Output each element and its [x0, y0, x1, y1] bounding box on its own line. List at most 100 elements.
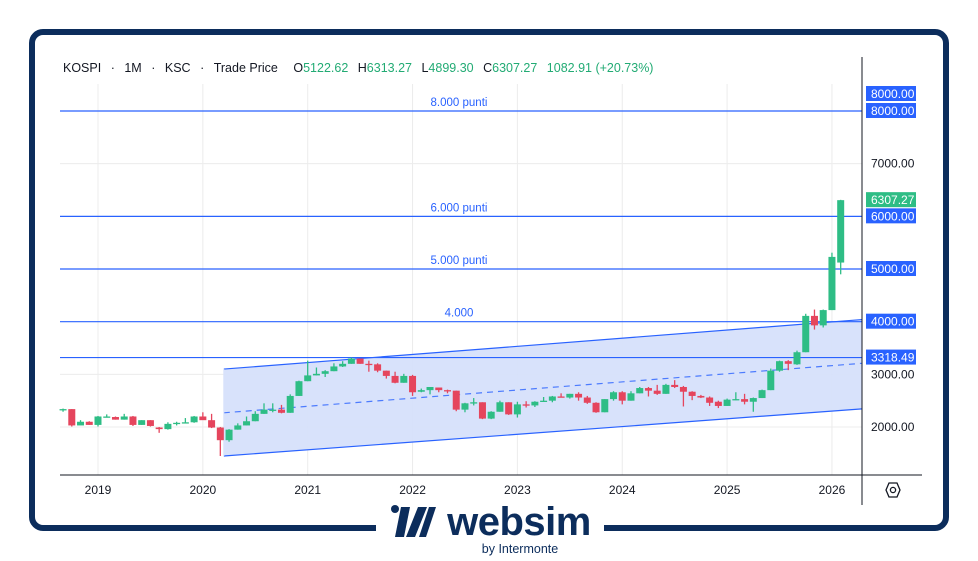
candle[interactable]	[557, 393, 565, 398]
candle[interactable]	[304, 360, 312, 382]
candle[interactable]	[627, 391, 635, 401]
candle[interactable]	[225, 429, 233, 442]
candle[interactable]	[199, 412, 207, 421]
candle[interactable]	[706, 396, 714, 406]
price-line-tag[interactable]: 6000.00	[866, 208, 916, 224]
last-price-tag[interactable]: 6307.27	[866, 192, 916, 208]
candle[interactable]	[129, 415, 137, 426]
candle[interactable]	[417, 388, 425, 393]
candle[interactable]	[77, 420, 85, 426]
candle[interactable]	[382, 370, 390, 379]
candle[interactable]	[347, 357, 355, 364]
candle[interactable]	[505, 402, 513, 415]
candle[interactable]	[155, 427, 163, 433]
price-line-tag[interactable]: 4000.00	[866, 313, 916, 329]
candle[interactable]	[409, 374, 417, 396]
candle[interactable]	[470, 398, 478, 406]
candle[interactable]	[688, 391, 696, 401]
candle[interactable]	[138, 420, 146, 425]
candle[interactable]	[312, 367, 320, 376]
candle[interactable]	[741, 393, 749, 405]
candle[interactable]	[758, 389, 766, 399]
channel-mid-line[interactable]	[223, 362, 863, 414]
candle[interactable]	[286, 394, 294, 413]
candle[interactable]	[566, 393, 574, 399]
candle[interactable]	[601, 399, 609, 413]
candle[interactable]	[723, 398, 731, 406]
candle[interactable]	[164, 422, 172, 430]
candle[interactable]	[208, 413, 216, 429]
candle[interactable]	[243, 416, 251, 426]
candle[interactable]	[496, 400, 504, 412]
candle[interactable]	[531, 401, 539, 408]
candle[interactable]	[426, 386, 434, 395]
candle[interactable]	[111, 416, 119, 420]
candle[interactable]	[522, 401, 530, 408]
candle[interactable]	[181, 418, 189, 424]
candle[interactable]	[452, 390, 460, 412]
candle[interactable]	[269, 403, 277, 413]
candle[interactable]	[295, 380, 303, 396]
candle[interactable]	[277, 404, 285, 414]
candle[interactable]	[356, 358, 364, 364]
price-line-tag[interactable]: 3318.49	[866, 349, 916, 365]
candle[interactable]	[374, 363, 382, 373]
axis-settings-button[interactable]	[884, 481, 902, 499]
candle[interactable]	[653, 384, 661, 395]
candle[interactable]	[478, 402, 486, 420]
candle[interactable]	[749, 397, 757, 412]
candle[interactable]	[190, 415, 198, 423]
candle[interactable]	[828, 252, 836, 311]
candle[interactable]	[59, 408, 67, 412]
candle[interactable]	[784, 360, 792, 371]
candle[interactable]	[837, 199, 845, 275]
channel-lower-line[interactable]	[223, 408, 863, 457]
candle[interactable]	[513, 401, 521, 418]
candle[interactable]	[487, 411, 495, 420]
candle[interactable]	[767, 368, 775, 391]
candle[interactable]	[260, 403, 268, 414]
candle[interactable]	[679, 385, 687, 407]
candle[interactable]	[365, 360, 373, 372]
candle[interactable]	[662, 383, 670, 394]
candle[interactable]	[540, 396, 548, 402]
candle[interactable]	[802, 313, 810, 353]
candle[interactable]	[548, 395, 556, 403]
candle[interactable]	[339, 361, 347, 367]
candle[interactable]	[85, 421, 93, 425]
candle[interactable]	[575, 392, 583, 401]
candle[interactable]	[173, 421, 181, 426]
candle[interactable]	[103, 414, 111, 418]
interval-label[interactable]: 1M	[124, 61, 142, 75]
candle[interactable]	[810, 309, 818, 330]
candle[interactable]	[793, 350, 801, 365]
candle[interactable]	[251, 411, 259, 422]
candle[interactable]	[671, 380, 679, 389]
channel-upper-line[interactable]	[223, 318, 863, 370]
candle[interactable]	[120, 413, 128, 420]
candle[interactable]	[618, 391, 626, 405]
candle[interactable]	[435, 387, 443, 393]
candle[interactable]	[94, 415, 102, 427]
candle[interactable]	[444, 389, 451, 394]
candle[interactable]	[819, 309, 827, 328]
price-line-tag[interactable]: 5000.00	[866, 261, 916, 277]
candle[interactable]	[583, 395, 591, 404]
candle[interactable]	[400, 373, 408, 383]
candle[interactable]	[216, 427, 224, 456]
candle[interactable]	[68, 409, 76, 427]
candle[interactable]	[592, 402, 600, 413]
candle[interactable]	[234, 423, 242, 430]
candle[interactable]	[732, 392, 740, 401]
candle[interactable]	[610, 391, 618, 401]
candle[interactable]	[391, 371, 399, 384]
price-line-tag[interactable]: 8000.00	[866, 86, 916, 101]
candle[interactable]	[321, 370, 329, 377]
candle[interactable]	[330, 363, 338, 372]
candle[interactable]	[714, 400, 722, 409]
symbol-label[interactable]: KOSPI	[63, 61, 102, 75]
candle[interactable]	[644, 386, 652, 397]
price-line-tag[interactable]: 8000.00	[866, 103, 916, 118]
candle[interactable]	[636, 386, 644, 394]
